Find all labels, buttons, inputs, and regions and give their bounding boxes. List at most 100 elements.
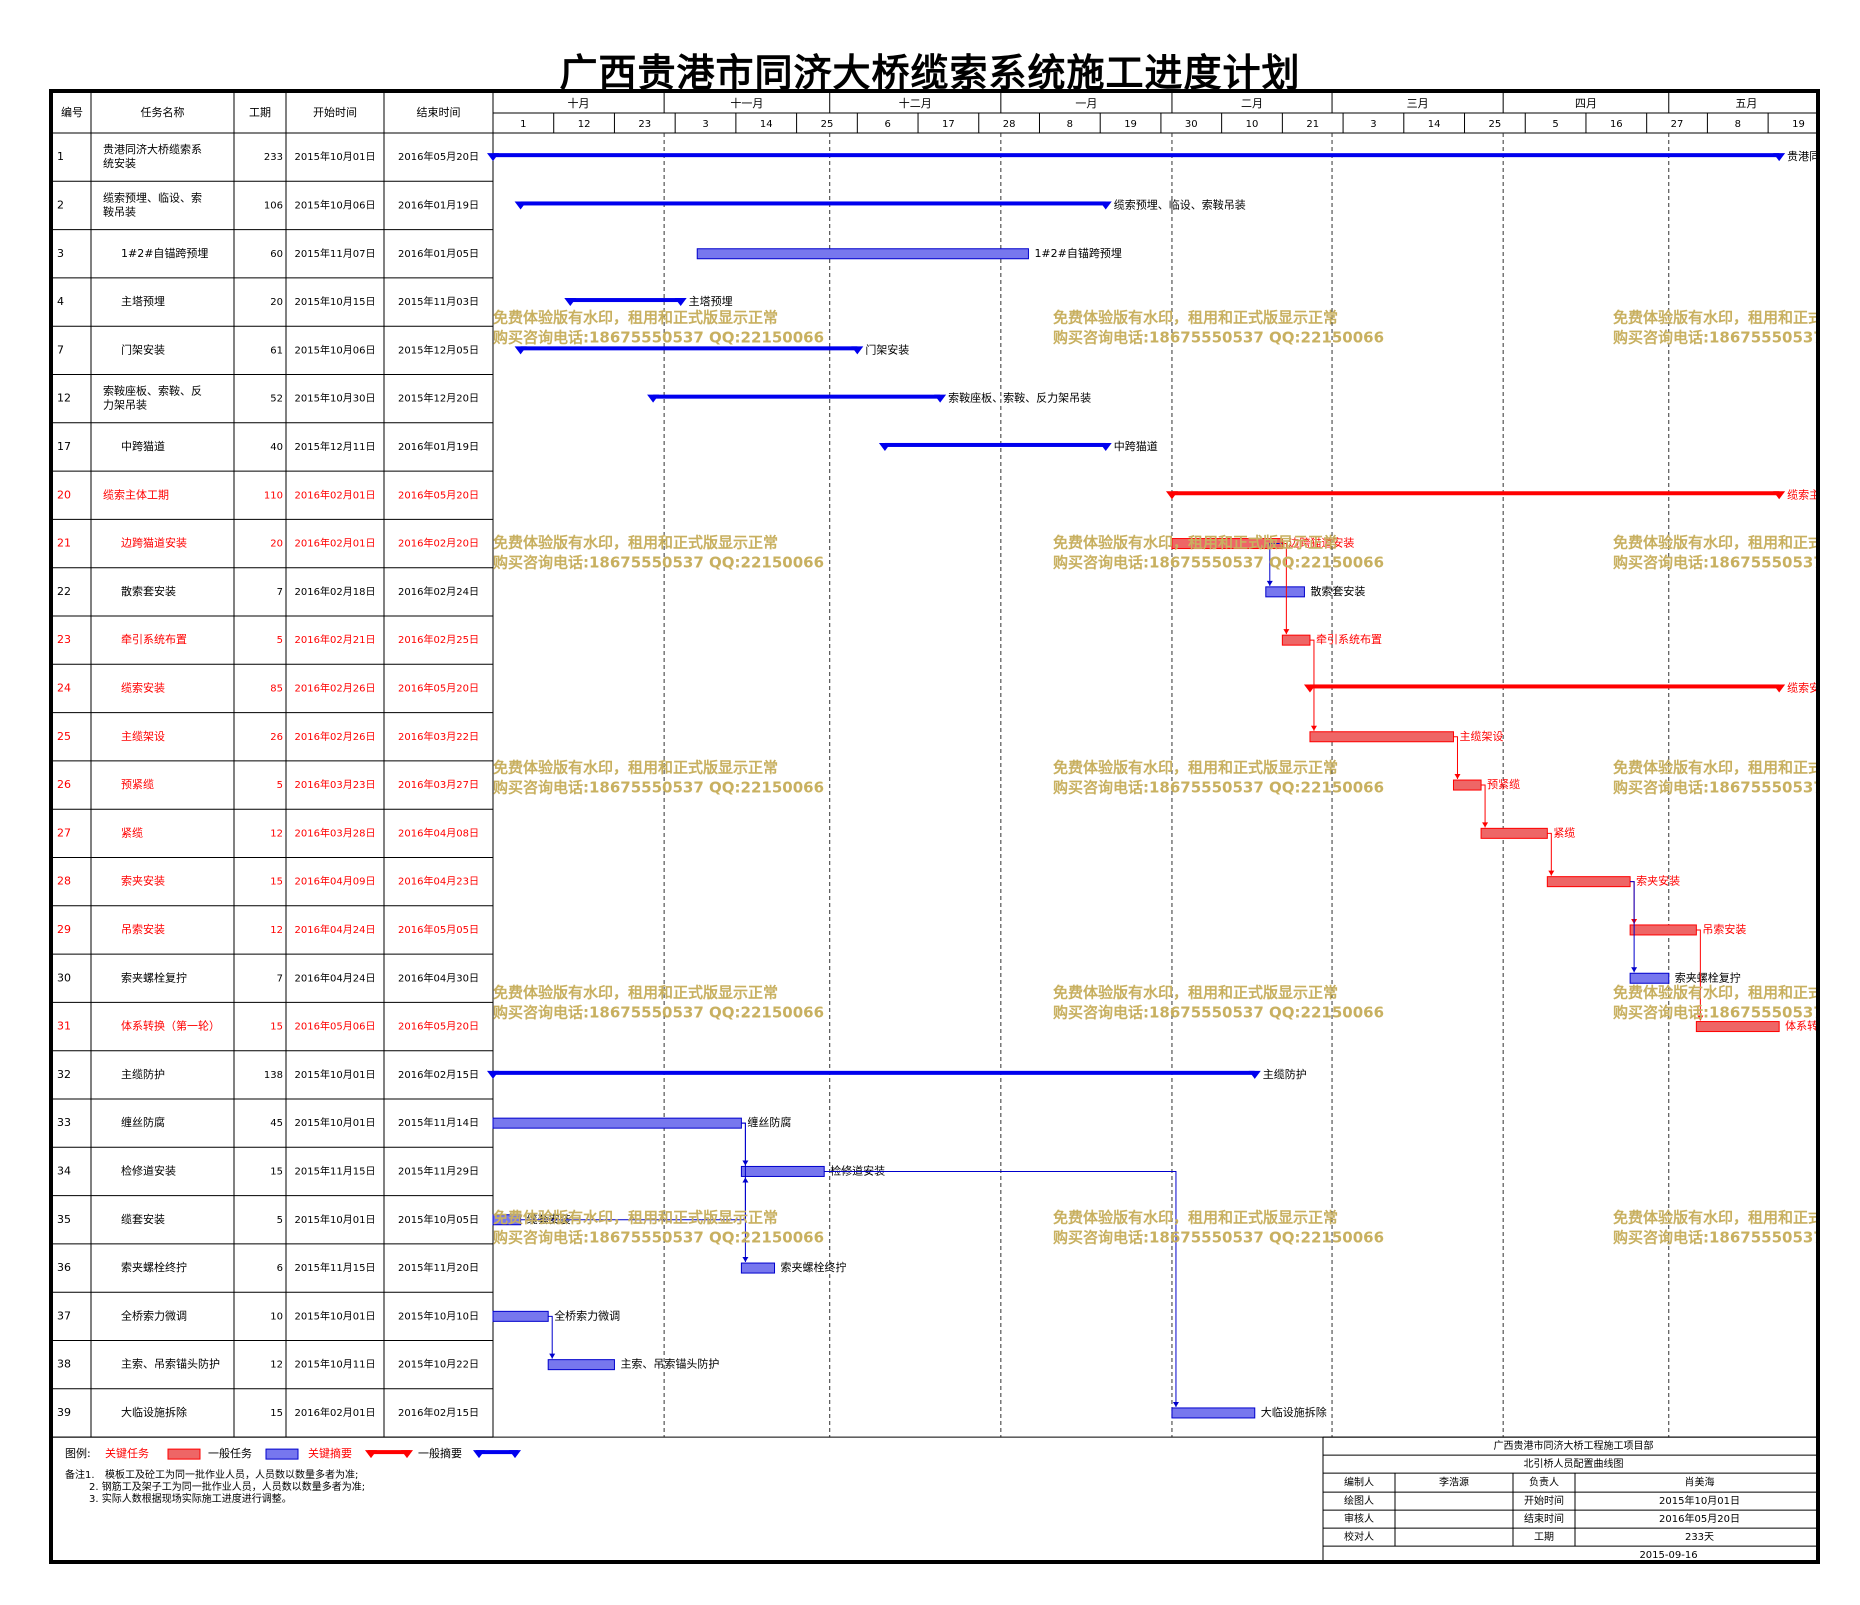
bar-label: 主索、吊索锚头防护 <box>620 1357 719 1371</box>
dependency-link <box>520 1177 746 1221</box>
month-label: 四月 <box>1575 97 1597 110</box>
bar-label: 缆索主体工期 <box>1787 487 1820 501</box>
summary-start-marker <box>1303 684 1316 693</box>
row-name: 体系转换（第一轮） <box>121 1019 220 1033</box>
row-duration: 5 <box>277 780 283 791</box>
row-end: 2015年11月14日 <box>398 1116 479 1129</box>
bar-label: 大临设施拆除 <box>1261 1405 1327 1419</box>
dependency-link <box>741 1122 746 1166</box>
row-name: 预紧缆 <box>121 778 154 791</box>
day-tick-label: 8 <box>1735 119 1741 130</box>
info-doc-title: 北引桥人员配置曲线图 <box>1524 1457 1624 1470</box>
watermark-text: 购买咨询电话:18675550537 QQ:22150066 <box>1613 1229 1820 1247</box>
row-duration: 15 <box>270 1166 283 1177</box>
row-start: 2016年02月26日 <box>295 681 376 694</box>
row-id: 38 <box>57 1358 71 1371</box>
bar-label: 1#2#自锚跨预埋 <box>1034 246 1121 260</box>
bar-label: 缠丝防腐 <box>747 1115 791 1129</box>
row-end: 2015年10月05日 <box>398 1213 479 1226</box>
row-name: 边跨猫道安装 <box>121 536 187 550</box>
summary-bar <box>520 201 1106 206</box>
row-start: 2015年10月06日 <box>295 198 376 211</box>
row-duration: 20 <box>270 539 283 550</box>
row-name: 牵引系统布置 <box>121 632 187 646</box>
bar-label: 主塔预埋 <box>689 295 733 308</box>
task-bar <box>1629 924 1697 936</box>
summary-end-marker <box>674 298 687 307</box>
watermark-text: 免费体验版有水印，租用和正式版显示正常 <box>1613 309 1820 327</box>
dependency-link <box>1269 543 1283 586</box>
task-bar <box>492 1214 522 1226</box>
summary-bar <box>493 153 1780 158</box>
dependency-link <box>1453 736 1458 780</box>
legend-critical-task-swatch <box>167 1448 201 1460</box>
row-start: 2015年10月15日 <box>295 295 376 308</box>
dependency-arrow <box>1266 580 1273 586</box>
row-start: 2016年04月24日 <box>295 923 376 936</box>
summary-bar <box>884 442 1106 447</box>
day-tick-label: 19 <box>1124 119 1137 130</box>
month-label: 三月 <box>1407 97 1429 110</box>
dependency-link <box>1696 929 1701 1021</box>
bar-label: 吊索安装 <box>1702 922 1746 936</box>
page-title: 广西贵港市同济大桥缆索系统施工进度计划 <box>559 50 1301 95</box>
watermark-text: 购买咨询电话:18675550537 QQ:22150066 <box>493 1229 824 1247</box>
summary-bar <box>520 346 858 351</box>
day-tick-label: 21 <box>1306 119 1319 130</box>
row-end: 2015年12月05日 <box>398 343 479 356</box>
legend-normal-summary-swatch <box>476 1450 518 1455</box>
row-start: 2015年11月15日 <box>295 1261 376 1274</box>
day-tick-label: 12 <box>578 119 591 130</box>
watermark-text: 购买咨询电话:18675550537 QQ:22150066 <box>1053 1229 1384 1247</box>
bar-label: 中跨猫道 <box>1114 439 1158 453</box>
info-cell: 绘图人 <box>1344 1494 1374 1507</box>
header-name: 任务名称 <box>141 105 185 119</box>
watermark-text: 购买咨询电话:18675550537 QQ:22150066 <box>1053 554 1384 572</box>
day-tick-label: 25 <box>821 119 834 130</box>
bar-label: 边跨猫道安装 <box>1288 536 1354 550</box>
task-bar <box>492 1310 549 1322</box>
row-duration: 12 <box>270 828 283 839</box>
watermark-text: 免费体验版有水印，租用和正式版显示正常 <box>1613 534 1820 552</box>
row-end: 2016年02月25日 <box>398 633 479 646</box>
row-name: 主缆防护 <box>121 1067 165 1081</box>
row-name: 力架吊装 <box>103 399 147 412</box>
watermark-text: 购买咨询电话:18675550537 QQ:22150066 <box>1613 779 1820 797</box>
row-end: 2016年05月20日 <box>398 488 479 501</box>
summary-end-marker <box>1773 684 1786 693</box>
bar-label: 紧缆 <box>1553 826 1575 839</box>
task-bar <box>1480 827 1548 839</box>
row-duration: 10 <box>270 1311 283 1322</box>
header-dur: 工期 <box>249 106 271 119</box>
summary-bar <box>1309 684 1780 689</box>
row-duration: 15 <box>270 877 283 888</box>
row-duration: 40 <box>270 442 283 453</box>
bar-label: 索鞍座板、索鞍、反力架吊装 <box>948 391 1091 405</box>
task-bar <box>1695 1021 1780 1033</box>
info-cell: 编制人 <box>1344 1476 1374 1489</box>
legend-label: 图例: <box>65 1446 91 1460</box>
row-start: 2015年10月30日 <box>295 392 376 405</box>
row-end: 2016年05月05日 <box>398 923 479 936</box>
day-tick-label: 28 <box>1003 119 1016 130</box>
task-bar <box>1281 634 1311 646</box>
month-label: 十月 <box>568 96 590 110</box>
row-name: 缆索主体工期 <box>103 487 169 501</box>
day-tick-label: 3 <box>1370 119 1376 130</box>
row-start: 2016年02月01日 <box>295 537 376 550</box>
row-id: 37 <box>57 1309 71 1322</box>
summary-start-marker <box>487 153 499 162</box>
row-id: 1 <box>57 150 64 163</box>
summary-end-marker <box>1248 1070 1261 1079</box>
task-bar <box>1452 779 1482 791</box>
row-duration: 12 <box>270 925 283 936</box>
row-duration: 233 <box>264 152 283 163</box>
task-bar <box>740 1165 825 1177</box>
task-bar <box>696 248 1029 260</box>
notes-label: 备注1. <box>65 1468 95 1481</box>
row-duration: 106 <box>264 200 283 211</box>
info-cell: 2016年05月20日 <box>1659 1512 1740 1525</box>
row-end: 2016年05月20日 <box>398 681 479 694</box>
bar-label: 牵引系统布置 <box>1316 632 1382 646</box>
